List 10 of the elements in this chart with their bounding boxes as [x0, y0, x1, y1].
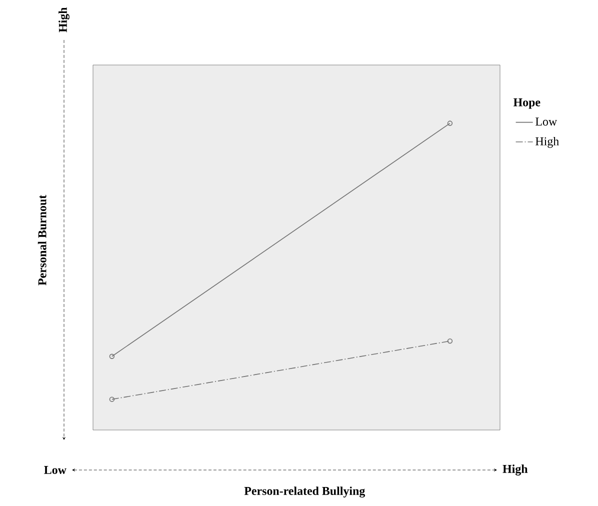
- point: [109, 396, 115, 402]
- legend-label: High: [536, 136, 559, 148]
- y-axis-title: Personal Burnout: [38, 194, 46, 286]
- point: [447, 338, 453, 344]
- legend-label: Low: [536, 118, 558, 126]
- text: Low: [44, 466, 66, 474]
- x-axis-title: Person-related Bullying: [244, 486, 366, 498]
- text: High: [502, 464, 528, 476]
- text: High: [58, 7, 70, 32]
- legend-title: Hope: [513, 98, 540, 109]
